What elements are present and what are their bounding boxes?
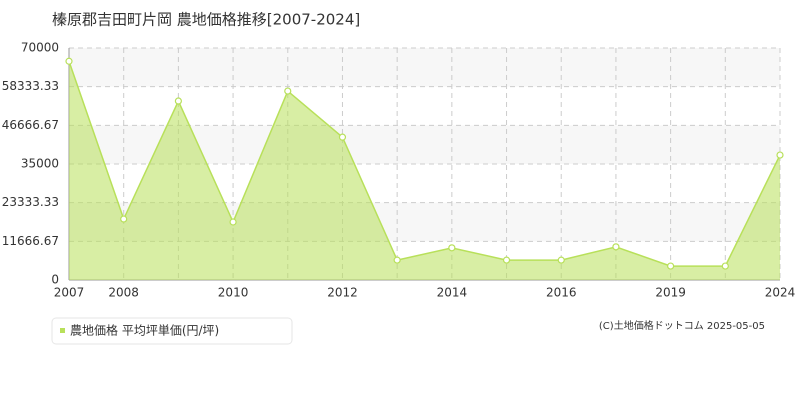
line xyxy=(68,61,781,267)
point xyxy=(667,262,675,270)
point xyxy=(65,57,73,65)
y-tick-label: 0 xyxy=(51,273,59,287)
point xyxy=(174,97,182,105)
x-tick-label: 2010 xyxy=(218,286,249,300)
y-tick-label: 35000 xyxy=(21,157,59,171)
point xyxy=(557,256,565,264)
x-tick-label: 2019 xyxy=(655,286,686,300)
point xyxy=(284,87,292,95)
y-tick-label: 46666.67 xyxy=(2,118,59,132)
x-tick-label: 2007 xyxy=(54,286,85,300)
legend-label: 農地価格 平均坪単価(円/坪) xyxy=(70,323,219,338)
point xyxy=(120,215,128,223)
point xyxy=(448,244,456,252)
chart-title: 榛原郡吉田町片岡 農地価格推移[2007-2024] xyxy=(52,11,360,29)
y-tick-label: 11666.67 xyxy=(2,234,59,248)
point xyxy=(338,133,347,141)
y-tick-label: 23333.33 xyxy=(2,195,59,209)
y-tick-label: 70000 xyxy=(21,41,59,55)
legend-box xyxy=(51,317,293,345)
point xyxy=(776,151,784,159)
x-tick-label: 2012 xyxy=(327,286,358,300)
point xyxy=(393,256,401,264)
area xyxy=(69,61,780,280)
copyright: (C)土地価格ドットコム 2025-05-05 xyxy=(599,319,765,332)
grid-band xyxy=(69,48,780,87)
x-tick-label: 2016 xyxy=(546,286,577,300)
x-tick-label: 2008 xyxy=(108,286,139,300)
point xyxy=(721,262,729,270)
legend: 農地価格 平均坪単価(円/坪) xyxy=(51,317,293,345)
point xyxy=(612,243,620,251)
y-tick-label: 58333.33 xyxy=(2,79,59,93)
x-tick-label: 2024 xyxy=(765,286,796,300)
point xyxy=(502,256,511,264)
point xyxy=(229,218,237,226)
x-tick-label: 2014 xyxy=(437,286,468,300)
legend-swatch xyxy=(60,328,65,333)
